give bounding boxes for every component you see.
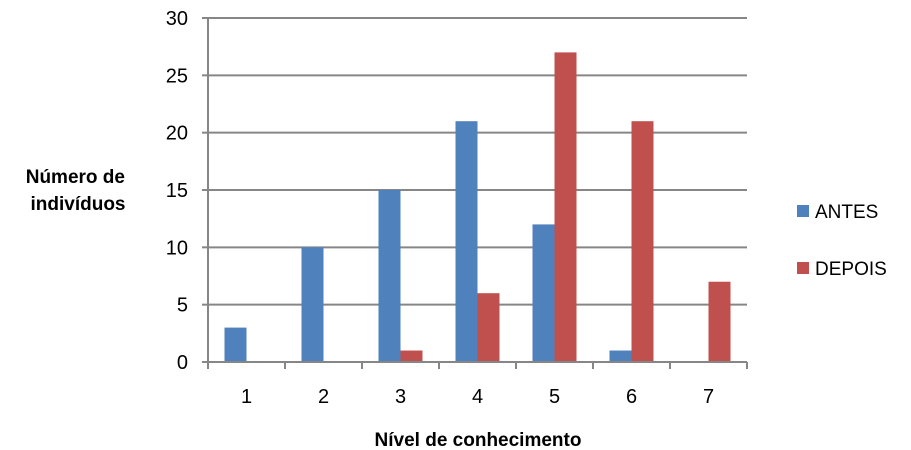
y-tick-label-25: 25 bbox=[166, 65, 188, 87]
bar-antes-1 bbox=[224, 327, 247, 362]
legend-label-depois: DEPOIS bbox=[815, 259, 887, 280]
bar-depois-4 bbox=[477, 293, 500, 362]
y-tick-label-10: 10 bbox=[166, 237, 188, 259]
x-tick-label-3: 3 bbox=[395, 386, 406, 408]
x-tick-label-2: 2 bbox=[318, 386, 329, 408]
bar-antes-2 bbox=[301, 247, 324, 362]
y-tick-label-15: 15 bbox=[166, 180, 188, 202]
x-tick-label-4: 4 bbox=[472, 386, 483, 408]
bar-antes-6 bbox=[609, 350, 632, 362]
x-tick-label-7: 7 bbox=[703, 386, 714, 408]
x-axis-title: Nível de conhecimento bbox=[375, 430, 582, 450]
y-tick-label-30: 30 bbox=[166, 8, 188, 30]
y-tick-label-0: 0 bbox=[177, 352, 188, 374]
bar-depois-5 bbox=[554, 52, 577, 363]
bar-antes-3 bbox=[378, 190, 401, 362]
bar-depois-3 bbox=[400, 350, 423, 362]
legend: ANTES DEPOIS bbox=[797, 202, 887, 280]
y-axis-title-line-2: indivíduos bbox=[31, 194, 126, 215]
legend-swatch-depois bbox=[797, 262, 809, 274]
y-tick-label-5: 5 bbox=[177, 295, 188, 317]
bar-depois-6 bbox=[631, 121, 654, 362]
y-tick-label-20: 20 bbox=[166, 123, 188, 145]
bar-antes-4 bbox=[455, 121, 478, 362]
legend-swatch-antes bbox=[797, 205, 809, 217]
y-axis-ticks: 0 5 10 15 20 25 30 bbox=[166, 8, 208, 374]
x-tick-label-1: 1 bbox=[241, 386, 252, 408]
bar-antes-5 bbox=[532, 224, 555, 362]
bar-depois-7 bbox=[708, 281, 731, 362]
x-axis-ticks: 1 2 3 4 5 6 7 bbox=[207, 362, 748, 408]
y-axis-title-line-1: Número de bbox=[26, 167, 125, 188]
x-tick-label-6: 6 bbox=[626, 386, 637, 408]
bars bbox=[224, 52, 731, 363]
x-tick-label-5: 5 bbox=[549, 386, 560, 408]
legend-label-antes: ANTES bbox=[815, 202, 878, 223]
y-axis-title: Número de indivíduos bbox=[26, 167, 131, 215]
